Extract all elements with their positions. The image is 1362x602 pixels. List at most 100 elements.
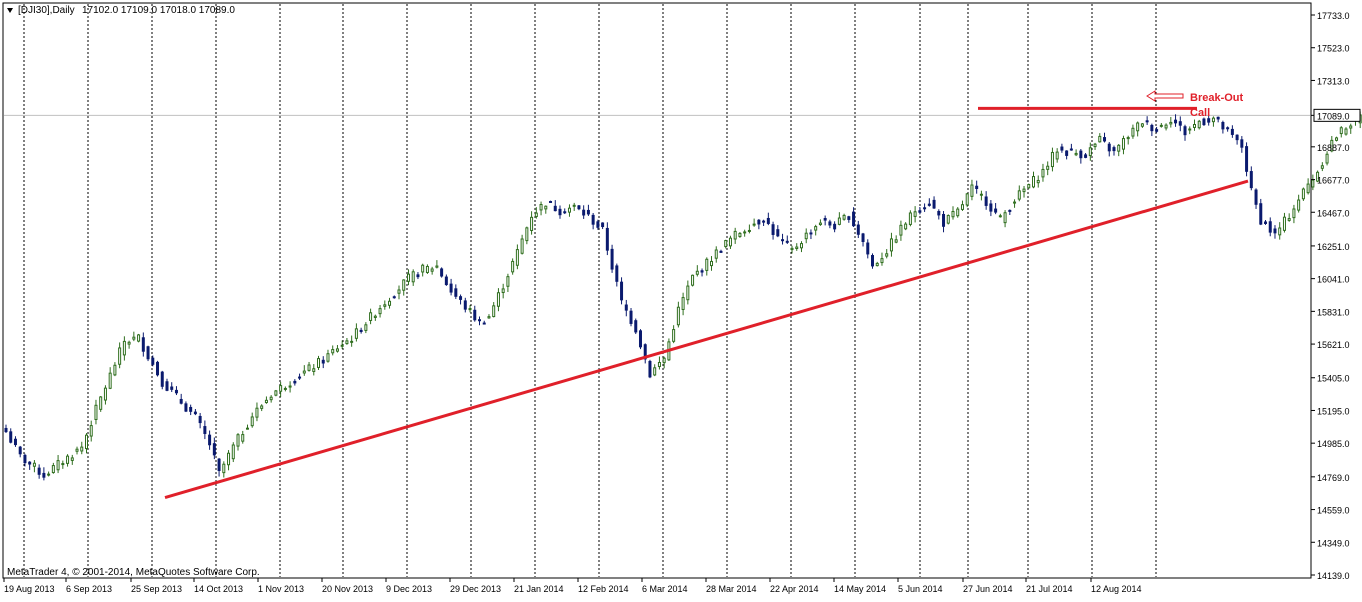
bear-candle-body <box>766 217 770 224</box>
candle <box>298 373 302 380</box>
bear-candle-body <box>9 431 13 443</box>
bear-candle-body <box>18 446 22 455</box>
bull-candle-body <box>317 358 321 368</box>
bull-candle-body <box>946 215 950 224</box>
bull-candle-body <box>1164 124 1168 129</box>
bear-candle-body <box>1207 118 1211 123</box>
bull-candle-body <box>534 212 538 218</box>
bear-candle-body <box>871 255 875 267</box>
bull-candle-body <box>799 243 803 249</box>
trendlines[interactable] <box>164 106 1249 499</box>
candle <box>283 386 287 392</box>
candle <box>397 285 401 300</box>
candle <box>634 318 638 335</box>
bull-candle-body <box>335 348 339 352</box>
candle <box>231 442 235 463</box>
price-tick-label: 15195.0 <box>1317 406 1350 416</box>
bear-candle-body <box>1079 150 1083 159</box>
bear-candle-body <box>440 268 444 277</box>
bull-candle-body <box>269 396 273 401</box>
candle <box>61 460 65 469</box>
candle <box>70 454 74 465</box>
candle <box>643 343 647 364</box>
bull-candle-body <box>1349 125 1353 129</box>
bear-candle-body <box>771 224 775 235</box>
bear-candle-body <box>321 359 325 364</box>
candle <box>847 215 851 223</box>
candle <box>421 263 425 277</box>
support-trendline[interactable] <box>164 179 1249 499</box>
candle <box>728 235 732 249</box>
bull-candle-body <box>1140 123 1144 127</box>
bull-candle-body <box>1339 127 1343 135</box>
annotation-breakout: Break-Out <box>1190 92 1244 104</box>
bear-candle-body <box>459 296 463 300</box>
candle <box>51 462 55 474</box>
time-tick-label: 28 Mar 2014 <box>706 584 757 594</box>
bear-candle-body <box>1268 221 1272 233</box>
bull-candle-body <box>1074 152 1078 156</box>
candle <box>174 386 178 396</box>
bear-candle-body <box>596 221 600 228</box>
bear-candle-body <box>454 288 458 297</box>
price-tick-label: 17313.0 <box>1317 76 1350 86</box>
candle <box>1188 126 1192 135</box>
candle <box>122 336 126 361</box>
bear-candle-body <box>478 319 481 322</box>
candle <box>842 213 846 221</box>
candle <box>317 355 321 370</box>
time-axis[interactable]: 19 Aug 2013 6 Sep 2013 25 Sep 2013 14 Oct 2… <box>3 578 1142 594</box>
candle <box>738 231 742 238</box>
candle <box>1017 185 1021 202</box>
bull-candle-body <box>260 405 264 409</box>
bull-candle-body <box>1027 184 1031 189</box>
candle <box>1003 210 1007 228</box>
bear-candle-body <box>762 220 766 223</box>
bear-candle-body <box>189 406 193 412</box>
bull-candle-body <box>515 249 519 266</box>
bear-candle-body <box>1107 143 1111 152</box>
candle <box>42 467 46 481</box>
bear-candle-body <box>212 443 216 456</box>
time-tick-label: 5 Jun 2014 <box>898 584 943 594</box>
candle <box>880 252 884 266</box>
candle <box>889 232 893 257</box>
bear-candle-body <box>809 232 813 235</box>
candle <box>795 243 799 251</box>
candle <box>776 225 780 238</box>
bear-candle-body <box>823 217 827 221</box>
time-tick-label: 1 Nov 2013 <box>258 584 304 594</box>
time-tick-label: 19 Aug 2013 <box>4 584 55 594</box>
bull-candle-body <box>998 215 1002 218</box>
candle <box>605 222 609 256</box>
candle <box>66 454 70 467</box>
bull-candle-body <box>369 312 373 321</box>
candle <box>979 190 983 201</box>
price-tick-label: 16677.0 <box>1317 176 1350 186</box>
candle <box>463 297 467 313</box>
candle <box>567 204 571 217</box>
candle <box>970 179 974 201</box>
bear-candle-body <box>591 214 595 225</box>
price-axis[interactable]: 17733.0 17523.0 17313.0 17089.0 16887.0 16677… <box>1311 11 1361 581</box>
bear-candle-body <box>918 210 922 213</box>
bear-candle-body <box>42 472 46 478</box>
candle <box>657 356 661 370</box>
time-tick-label: 20 Nov 2013 <box>322 584 373 594</box>
bull-candle-body <box>662 357 666 364</box>
price-tick-label: 15405.0 <box>1317 374 1350 384</box>
candle <box>1301 187 1305 201</box>
bear-candle-body <box>852 211 856 227</box>
bull-candle-body <box>137 334 141 342</box>
bear-candle-body <box>444 276 448 286</box>
bull-candle-body <box>331 349 335 354</box>
candle <box>681 292 685 316</box>
bear-candle-body <box>217 458 221 471</box>
candle <box>288 381 292 393</box>
candle <box>932 196 936 209</box>
candle <box>1273 225 1277 239</box>
bear-candle-body <box>601 222 605 228</box>
triangle-down-icon[interactable] <box>7 8 13 13</box>
